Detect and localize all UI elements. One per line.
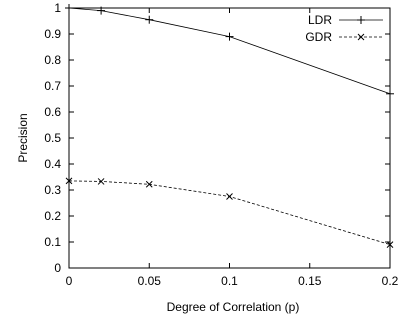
y-axis-label: Precision [16,113,30,162]
y-tick-label: 0.3 [44,183,61,197]
ldr-series-line [68,7,391,95]
ldr-data-point [386,89,394,98]
y-tick-label: 0.5 [44,131,61,145]
y-tick-label: 1 [54,1,61,15]
ticks: 0 0.05 0.1 0.15 0.2 0 0.1 0.2 0.3 0.4 0.5 0.6 0.7 0.8… [44,1,398,288]
y-tick-label: 0.2 [44,209,61,223]
x-tick-label: 0.15 [298,274,322,288]
x-tick-label: 0.05 [138,274,162,288]
y-tick-label: 0 [54,261,61,275]
ldr-data-point [97,6,106,15]
legend: LDR GDR [305,13,383,44]
x-tick-label: 0.1 [221,274,238,288]
plot-frame [68,7,391,269]
y-tick-label: 0.8 [44,53,61,67]
gdr-data-point [65,177,73,185]
legend-marker-ldr [357,16,365,24]
axes [68,7,391,269]
ldr-data-point [145,15,154,24]
gdr-data-point [97,178,105,185]
y-tick-label: 0.7 [44,79,61,93]
gdr-series-line [68,180,391,245]
y-tick-label: 0.1 [44,235,61,249]
series [65,4,394,248]
legend-label-ldr: LDR [308,13,332,27]
y-tick-label: 0.9 [44,27,61,41]
x-tick-label: 0 [66,274,73,288]
gdr-data-point [145,180,153,188]
gdr-data-point [226,193,233,200]
ldr-data-point [65,4,73,12]
legend-marker-gdr [357,33,365,41]
legend-label-gdr: GDR [305,30,332,44]
ldr-data-point [225,32,234,41]
y-tick-label: 0.4 [44,157,61,171]
gdr-data-point [386,241,394,248]
x-tick-label: 0.2 [382,274,399,288]
y-tick-label: 0.6 [44,105,61,119]
x-axis-label: Degree of Correlation (p) [167,300,300,314]
